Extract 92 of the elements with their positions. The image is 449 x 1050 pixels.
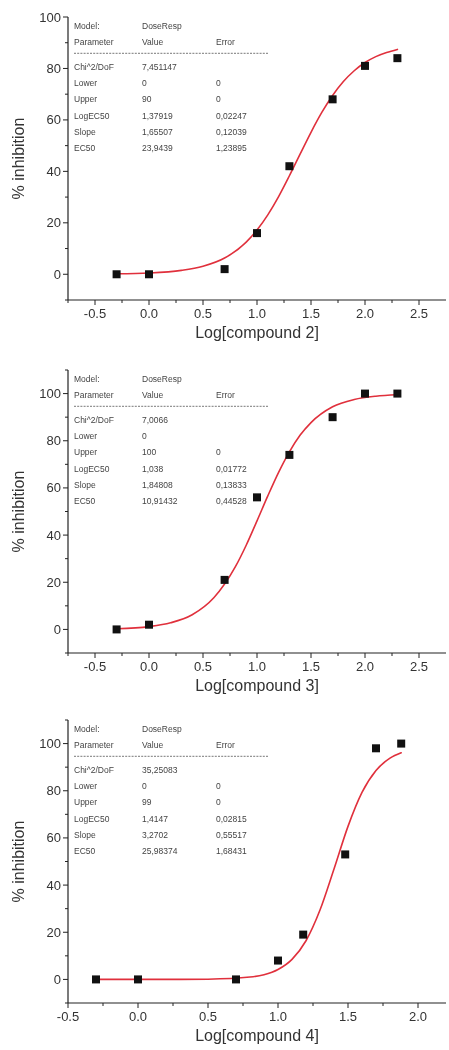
y-tick-label: 40 — [46, 163, 61, 179]
text: Slope 3,2702 0,55517 — [74, 829, 247, 840]
x-axis-title: Log[compound 4] — [195, 1027, 319, 1044]
y-tick-label: 0 — [53, 266, 61, 282]
y-tick-label: 40 — [46, 527, 61, 543]
x-tick-label: -0.5 — [83, 659, 107, 674]
y-tick-label: 80 — [46, 433, 61, 449]
text: Model: DoseResp — [74, 724, 182, 734]
text: LogEC50 1,038 0,01772 — [74, 463, 247, 474]
text: Chi^2/DoF 7,451147 — [74, 61, 177, 72]
text: Lower 0 — [74, 430, 147, 441]
text: Upper 90 0 — [74, 94, 221, 105]
text: Model: DoseResp — [74, 374, 182, 384]
x-tick-label: 0.0 — [139, 659, 159, 674]
point — [112, 270, 121, 279]
y-tick-label: 80 — [46, 783, 61, 799]
x-tick-label: 0.5 — [193, 306, 213, 321]
point — [253, 493, 261, 502]
x-tick-label: 1.5 — [301, 306, 321, 321]
y-tick-label: 100 — [39, 386, 61, 402]
text: Lower 0 0 — [74, 77, 221, 88]
y-tick-label: 0 — [53, 971, 61, 987]
point — [274, 956, 282, 965]
text: EC50 23,9439 1,23895 — [74, 143, 247, 154]
text: Upper 100 0 — [74, 447, 221, 458]
y-tick-label: 0 — [53, 621, 61, 637]
point — [341, 850, 350, 859]
y-tick-label: 100 — [39, 736, 61, 752]
point — [328, 413, 337, 422]
y-tick-label: 60 — [46, 480, 61, 496]
x-tick-label: 0.5 — [193, 659, 213, 674]
x-tick-label: 1.0 — [247, 659, 267, 674]
x-tick-label: -0.5 — [56, 1009, 80, 1024]
point — [372, 744, 380, 753]
point — [361, 389, 369, 398]
point — [285, 450, 294, 459]
y-tick-label: 80 — [46, 60, 61, 76]
point — [393, 54, 402, 63]
point — [220, 265, 229, 274]
text: Parameter Value Error — [74, 390, 235, 401]
point — [361, 61, 369, 70]
x-tick-label: 0.0 — [128, 1009, 148, 1024]
text: Parameter Value Error — [74, 740, 235, 751]
text: EC50 10,91432 0,44528 — [74, 496, 247, 507]
x-axis-title: Log[compound 3] — [195, 677, 319, 694]
y-tick-label: 60 — [46, 830, 61, 846]
y-tick-label: 100 — [39, 9, 61, 25]
x-tick-label: 1.5 — [338, 1009, 358, 1024]
text: Lower 0 0 — [74, 780, 221, 791]
x-tick-label: 2.5 — [409, 659, 429, 674]
point — [134, 975, 142, 984]
y-tick-label: 60 — [46, 112, 61, 128]
text: LogEC50 1,4147 0,02815 — [74, 813, 247, 824]
x-tick-label: 1.0 — [268, 1009, 288, 1024]
point — [145, 270, 153, 279]
x-tick-label: 2.0 — [355, 659, 375, 674]
point — [220, 575, 229, 584]
x-tick-label: 2.0 — [355, 306, 375, 321]
x-tick-label: 1.5 — [301, 659, 321, 674]
y-tick-label: 20 — [46, 574, 61, 590]
y-tick-label: 40 — [46, 877, 61, 893]
text: EC50 25,98374 1,68431 — [74, 846, 247, 857]
x-tick-label: 0.0 — [139, 306, 159, 321]
point — [112, 625, 121, 634]
text: Chi^2/DoF 35,25083 — [74, 764, 178, 775]
text: Chi^2/DoF 7,0066 — [74, 414, 168, 425]
text: Model: DoseResp — [74, 21, 182, 31]
y-axis-title: % inhibition — [10, 117, 27, 200]
x-tick-label: -0.5 — [83, 306, 107, 321]
text: LogEC50 1,37919 0,02247 — [74, 110, 247, 121]
text: Upper 99 0 — [74, 797, 221, 808]
y-axis-title: % inhibition — [10, 820, 27, 903]
point — [145, 620, 153, 629]
y-tick-label: 20 — [46, 924, 61, 940]
text: Slope 1,84808 0,13833 — [74, 479, 247, 490]
y-axis-title: % inhibition — [10, 470, 27, 553]
point — [299, 930, 308, 939]
x-tick-label: 2.0 — [408, 1009, 428, 1024]
point — [92, 975, 100, 984]
point — [285, 162, 294, 171]
text: Parameter Value Error — [74, 37, 235, 48]
point — [253, 229, 261, 238]
point — [232, 975, 240, 984]
x-tick-label: 1.0 — [247, 306, 267, 321]
text: Slope 1,65507 0,12039 — [74, 126, 247, 137]
y-tick-label: 20 — [46, 215, 61, 231]
point — [393, 389, 402, 398]
x-axis-title: Log[compound 2] — [195, 324, 319, 341]
x-tick-label: 2.5 — [409, 306, 429, 321]
point — [328, 95, 337, 104]
x-tick-label: 0.5 — [198, 1009, 218, 1024]
point — [397, 739, 406, 748]
